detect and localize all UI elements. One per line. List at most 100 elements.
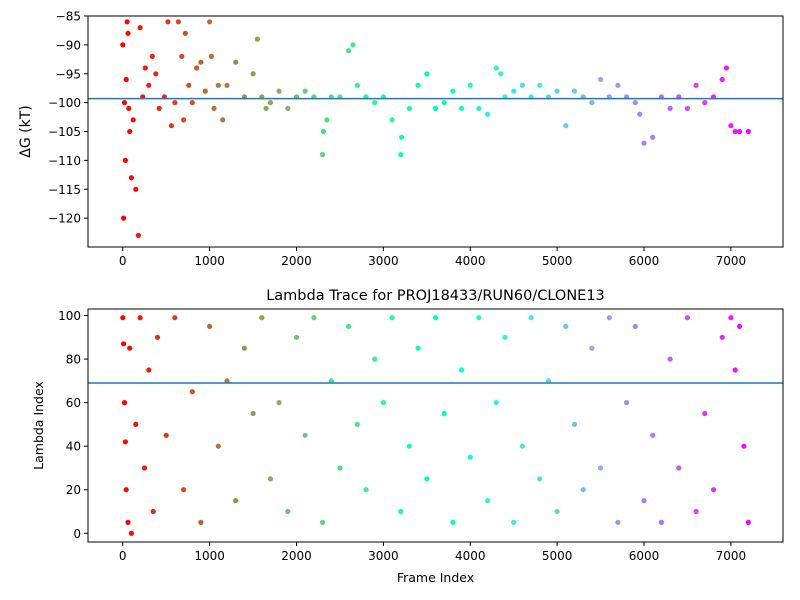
lambda-point	[732, 367, 738, 373]
lambda-point	[545, 378, 552, 384]
dg-point	[302, 88, 308, 94]
lambda-point	[511, 519, 517, 526]
dg-point	[126, 105, 132, 111]
dg-point	[189, 100, 195, 106]
lambda-point	[741, 443, 747, 449]
dg-point	[224, 82, 230, 88]
lambda-point	[519, 443, 526, 449]
dg-point	[133, 186, 139, 192]
lambda-point	[389, 315, 395, 321]
dg-point	[181, 117, 187, 123]
dg-point	[121, 215, 127, 221]
lambda-point	[650, 432, 656, 438]
dg-point	[320, 152, 326, 158]
dg-point	[198, 59, 204, 65]
dg-x-tick-label: 4000	[455, 254, 486, 268]
lambda-x-tick-label: 1000	[194, 549, 225, 563]
lambda-point	[606, 315, 612, 321]
dg-y-tick-label: −95	[56, 67, 81, 81]
lambda-point	[702, 410, 708, 417]
dg-x-ticks: 0 1000 2000 3000 4000 5000 6000 7000	[119, 247, 746, 268]
dg-point	[276, 88, 282, 94]
dg-point	[153, 71, 159, 77]
dg-point	[202, 88, 208, 94]
lambda-point	[380, 400, 386, 406]
lambda-point	[719, 334, 725, 340]
dg-point	[220, 117, 226, 123]
dg-x-tick-label: 1000	[194, 254, 225, 268]
lambda-point	[181, 487, 187, 493]
dg-point	[254, 36, 260, 42]
lambda-point	[737, 323, 743, 329]
dg-point	[615, 82, 621, 88]
dg-point	[459, 105, 465, 111]
lambda-x-tick-label: 5000	[542, 549, 573, 563]
dg-point	[702, 100, 708, 106]
lambda-point	[459, 367, 465, 373]
dg-x-tick-label: 7000	[716, 254, 747, 268]
dg-y-tick-label: −120	[48, 212, 81, 226]
dg-y-tick-label: −90	[56, 38, 81, 52]
dg-y-tick-label: −85	[56, 10, 81, 24]
lambda-point	[476, 315, 482, 321]
lambda-points	[120, 315, 751, 536]
dg-point	[563, 123, 569, 129]
dg-point	[554, 88, 560, 94]
lambda-point	[528, 315, 534, 321]
dg-y-tick-label: −110	[48, 154, 81, 168]
lambda-point	[406, 443, 412, 449]
lambda-point	[172, 315, 178, 321]
lambda-point	[554, 508, 560, 515]
dg-point	[398, 152, 404, 158]
lambda-point	[693, 508, 699, 515]
dg-y-tick-label: −100	[48, 96, 81, 110]
dg-point	[125, 30, 131, 36]
dg-point	[467, 82, 473, 88]
dg-point	[121, 100, 128, 106]
dg-point	[498, 71, 504, 77]
lambda-y-axis-label: Lambda Index	[31, 381, 46, 470]
lambda-x-tick-label: 0	[119, 549, 127, 563]
dg-point	[641, 140, 647, 146]
dg-point	[493, 65, 499, 71]
dg-point	[215, 82, 221, 88]
dg-point	[137, 25, 143, 31]
lambda-point	[502, 334, 508, 340]
lambda-point	[285, 508, 291, 515]
dg-point	[667, 105, 673, 111]
lambda-point	[537, 476, 543, 482]
dg-x-tick-label: 3000	[368, 254, 399, 268]
dg-point	[424, 71, 430, 77]
lambda-y-ticks: 0 20 40 60 80 100	[58, 309, 88, 541]
lambda-point	[154, 334, 161, 340]
dg-y-ticks: −120 −115 −110 −105 −100 −95 −90 −85	[48, 10, 88, 226]
dg-point	[476, 105, 482, 111]
dg-point	[728, 123, 734, 129]
lambda-point	[658, 519, 665, 526]
lambda-point	[493, 400, 499, 406]
lambda-point	[415, 345, 421, 351]
lambda-x-tick-label: 3000	[368, 549, 399, 563]
dg-point	[324, 117, 330, 123]
lambda-point	[398, 508, 404, 515]
lambda-point	[121, 341, 127, 347]
dg-point	[142, 65, 148, 71]
lambda-y-tick-label: 80	[66, 353, 81, 367]
lambda-y-tick-label: 100	[58, 309, 81, 323]
dg-point	[285, 105, 291, 111]
dg-point	[719, 76, 725, 83]
lambda-x-ticks: 0 1000 2000 3000 4000 5000 6000 7000	[119, 542, 746, 563]
dg-point	[207, 19, 213, 25]
dg-point	[182, 30, 188, 36]
lambda-y-tick-label: 40	[66, 440, 81, 454]
dg-point	[124, 19, 130, 25]
dg-point	[415, 82, 421, 88]
lambda-point	[485, 498, 491, 504]
dg-point	[320, 128, 326, 135]
lambda-x-tick-label: 7000	[716, 549, 747, 563]
dg-point	[432, 105, 439, 111]
lambda-point	[224, 378, 230, 384]
lambda-y-tick-label: 20	[66, 483, 81, 497]
dg-point	[149, 53, 155, 60]
dg-point	[168, 123, 174, 129]
